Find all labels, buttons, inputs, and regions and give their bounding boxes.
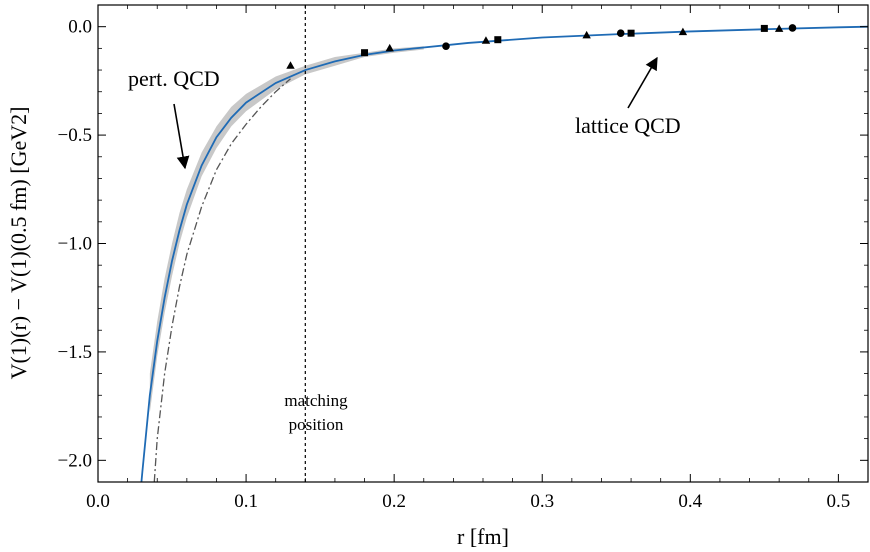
y-tick-label: −2.0 bbox=[58, 450, 92, 471]
plot-area bbox=[140, 5, 868, 482]
matching-position-label-line1: matching bbox=[284, 391, 348, 410]
x-tick-label: 0.5 bbox=[827, 491, 851, 512]
triangle-marker bbox=[678, 27, 688, 36]
square-marker bbox=[760, 24, 768, 32]
x-axis-title: r [fm] bbox=[457, 524, 509, 549]
data-markers bbox=[286, 24, 797, 69]
uncertainty-band bbox=[149, 46, 424, 413]
triangle-marker bbox=[286, 61, 295, 69]
circle-marker bbox=[616, 29, 625, 37]
triangle-marker bbox=[385, 43, 394, 52]
axes: 0.0 0.1 0.2 0.3 0.4 0.5 0.0 −0.5 −1.0 −1.5 −2.0 bbox=[58, 4, 869, 512]
y-tick-label: 0.0 bbox=[68, 17, 92, 38]
triangle-marker bbox=[774, 24, 784, 32]
matching-position-label-line2: position bbox=[289, 415, 344, 434]
x-tick-label: 0.0 bbox=[86, 491, 110, 512]
x-tick-label: 0.1 bbox=[234, 491, 258, 512]
y-axis-title: V(1)(r) − V(1)(0.5 fm) [GeV2] bbox=[6, 107, 31, 380]
circle-marker bbox=[442, 42, 450, 50]
y-tick-label: −1.5 bbox=[58, 342, 92, 363]
square-marker bbox=[627, 29, 635, 37]
y-tick-label: −1.0 bbox=[58, 234, 92, 255]
x-tick-label: 0.4 bbox=[678, 491, 702, 512]
y-tick-label: −0.5 bbox=[58, 125, 92, 146]
lattice-qcd-arrow bbox=[627, 56, 658, 109]
triangle-marker bbox=[481, 36, 491, 44]
square-marker bbox=[494, 36, 502, 44]
square-marker bbox=[361, 49, 369, 57]
pert-qcd-curve bbox=[153, 78, 291, 482]
pert-qcd-label: pert. QCD bbox=[128, 66, 220, 91]
x-tick-label: 0.3 bbox=[530, 491, 554, 512]
circle-marker bbox=[788, 24, 797, 32]
triangle-marker bbox=[582, 30, 591, 39]
x-tick-label: 0.2 bbox=[382, 491, 406, 512]
pert-qcd-arrow bbox=[173, 103, 190, 170]
lattice-qcd-label: lattice QCD bbox=[575, 113, 681, 138]
